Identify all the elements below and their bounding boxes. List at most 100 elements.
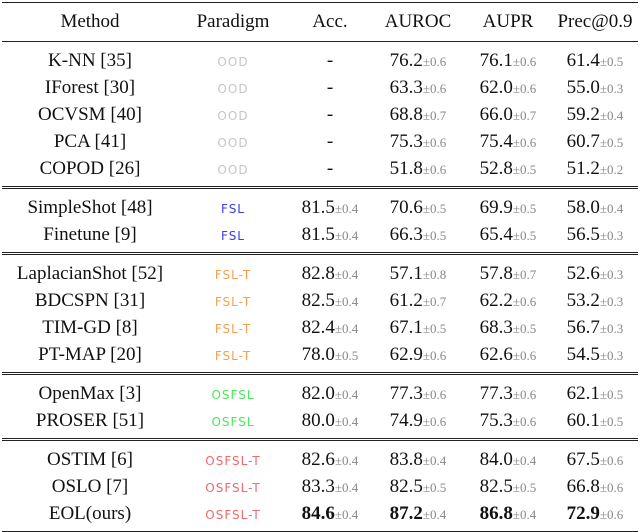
metric-std: ±0.3: [599, 293, 624, 309]
paradigm-cell: FSL-T: [178, 254, 288, 288]
paradigm-cell: OOD: [178, 101, 288, 128]
metric-cell: 84.6±0.4: [288, 500, 372, 532]
paradigm: OOD: [217, 108, 249, 123]
metric-cell: 54.5±0.3: [552, 341, 638, 374]
metric-mean: 75.4: [479, 130, 513, 152]
paradigm: FSL-T: [214, 267, 252, 282]
paradigm: OSFSL-T: [205, 507, 261, 522]
paradigm-cell: OSFSL-T: [178, 473, 288, 500]
metric-mean: 67.5: [566, 448, 600, 470]
metric-mean: 65.4: [479, 223, 513, 245]
metric-std: ±0.5: [422, 479, 447, 495]
metric-std: ±0.6: [422, 53, 447, 69]
metric-cell: 53.2±0.3: [552, 287, 638, 314]
metric-cell: 60.7±0.5: [552, 128, 638, 155]
metric-std: ±0.6: [512, 53, 537, 69]
metric-mean: 60.1: [566, 409, 600, 431]
table-row: OpenMax [3] OSFSL 82.0±0.4 77.3±0.6 77.3±0.6…: [2, 374, 638, 408]
metric-empty: -: [326, 103, 334, 125]
metric-std: ±0.5: [512, 320, 537, 336]
method-cell: OSLO [7]: [51, 475, 129, 497]
metric-cell: 75.3±0.6: [372, 128, 464, 155]
paradigm: OSFSL-T: [205, 453, 261, 468]
metric-cell: 83.3±0.4: [288, 473, 372, 500]
metric-std: ±0.6: [422, 386, 447, 402]
metric-cell: 83.8±0.4: [372, 440, 464, 474]
metric-cell: 62.1±0.5: [552, 374, 638, 408]
metric-mean: 76.1: [479, 49, 513, 71]
metric-std: ±0.6: [512, 134, 537, 150]
row-group: OpenMax [3] OSFSL 82.0±0.4 77.3±0.6 77.3±0.6…: [2, 373, 638, 440]
method-cell: K-NN [35]: [48, 49, 132, 71]
table-row: K-NN [35] OOD -76.2±0.6 76.1±0.6 61.4±0.5: [2, 42, 638, 75]
paradigm: FSL: [221, 228, 245, 243]
metric-std: ±0.7: [512, 266, 537, 282]
metric-cell: 66.8±0.6: [552, 473, 638, 500]
metric-cell: 62.6±0.6: [464, 341, 552, 374]
metric-cell: -: [288, 42, 372, 75]
metric-cell: 82.0±0.4: [288, 374, 372, 408]
metric-std: ±0.3: [599, 347, 624, 363]
row-group: LaplacianShot [52] FSL-T 82.8±0.4 57.1±0.8 5…: [2, 253, 638, 374]
metric-std: ±0.6: [599, 452, 624, 468]
metric-mean: 69.9: [479, 196, 513, 218]
metric-mean: 75.3: [389, 130, 423, 152]
column-header: AUPR: [464, 2, 552, 42]
metric-mean: 83.8: [389, 448, 423, 470]
method-cell: Finetune [9]: [43, 223, 137, 245]
paradigm-cell: FSL: [178, 188, 288, 222]
method-cell: PT-MAP [20]: [38, 343, 142, 365]
column-header: Prec@0.9: [552, 2, 638, 42]
metric-std: ±0.4: [334, 293, 359, 309]
metric-cell: 67.1±0.5: [372, 314, 464, 341]
metric-mean: 70.6: [389, 196, 423, 218]
metric-cell: 77.3±0.6: [464, 374, 552, 408]
metric-std: ±0.4: [334, 386, 359, 402]
metric-cell: 77.3±0.6: [372, 374, 464, 408]
metric-cell: 81.5±0.4: [288, 188, 372, 222]
metric-mean: 52.8: [479, 157, 513, 179]
paradigm: OSFSL: [211, 414, 255, 429]
metric-cell: 52.6±0.3: [552, 254, 638, 288]
metric-mean: 66.8: [566, 475, 600, 497]
metric-mean: 87.2: [389, 502, 423, 524]
metric-mean: 66.0: [479, 103, 513, 125]
column-header: Acc.: [288, 2, 372, 42]
metric-cell: 55.0±0.3: [552, 74, 638, 101]
metric-cell: 56.5±0.3: [552, 221, 638, 254]
metric-mean: 82.4: [301, 316, 335, 338]
metric-cell: 82.8±0.4: [288, 254, 372, 288]
metric-std: ±0.5: [334, 347, 359, 363]
method-cell: COPOD [26]: [39, 157, 141, 179]
metric-cell: 65.4±0.5: [464, 221, 552, 254]
metric-std: ±0.7: [512, 107, 537, 123]
metric-cell: 51.2±0.2: [552, 155, 638, 188]
metric-std: ±0.6: [599, 479, 624, 495]
header-row: Method Paradigm Acc. AUROC AUPR Prec@0.9: [2, 2, 638, 42]
metric-cell: 86.8±0.4: [464, 500, 552, 532]
paradigm: OOD: [217, 54, 249, 69]
metric-cell: 59.2±0.4: [552, 101, 638, 128]
metric-std: ±0.4: [334, 227, 359, 243]
metric-empty: -: [326, 130, 334, 152]
metric-mean: 68.8: [389, 103, 423, 125]
column-header: Paradigm: [178, 2, 288, 42]
metric-std: ±0.6: [512, 386, 537, 402]
metric-std: ±0.5: [422, 227, 447, 243]
paradigm: OOD: [217, 81, 249, 96]
metric-mean: 83.3: [301, 475, 335, 497]
paradigm: FSL: [221, 201, 245, 216]
metric-cell: -: [288, 101, 372, 128]
table-row: EOL(ours) OSFSL-T 84.6±0.4 87.2±0.4 86.8±0.4…: [2, 500, 638, 532]
metric-cell: -: [288, 155, 372, 188]
method-cell: PCA [41]: [53, 130, 127, 152]
table-row: TIM-GD [8] FSL-T 82.4±0.4 67.1±0.5 68.3±0.5 5…: [2, 314, 638, 341]
metric-mean: 54.5: [566, 343, 600, 365]
metric-cell: 82.6±0.4: [288, 440, 372, 474]
metric-cell: 68.3±0.5: [464, 314, 552, 341]
metric-std: ±0.3: [599, 266, 624, 282]
table-row: PROSER [51] OSFSL 80.0±0.4 74.9±0.6 75.3±0.6…: [2, 407, 638, 440]
metric-mean: 67.1: [389, 316, 423, 338]
column-header: AUROC: [372, 2, 464, 42]
metric-std: ±0.6: [422, 347, 447, 363]
